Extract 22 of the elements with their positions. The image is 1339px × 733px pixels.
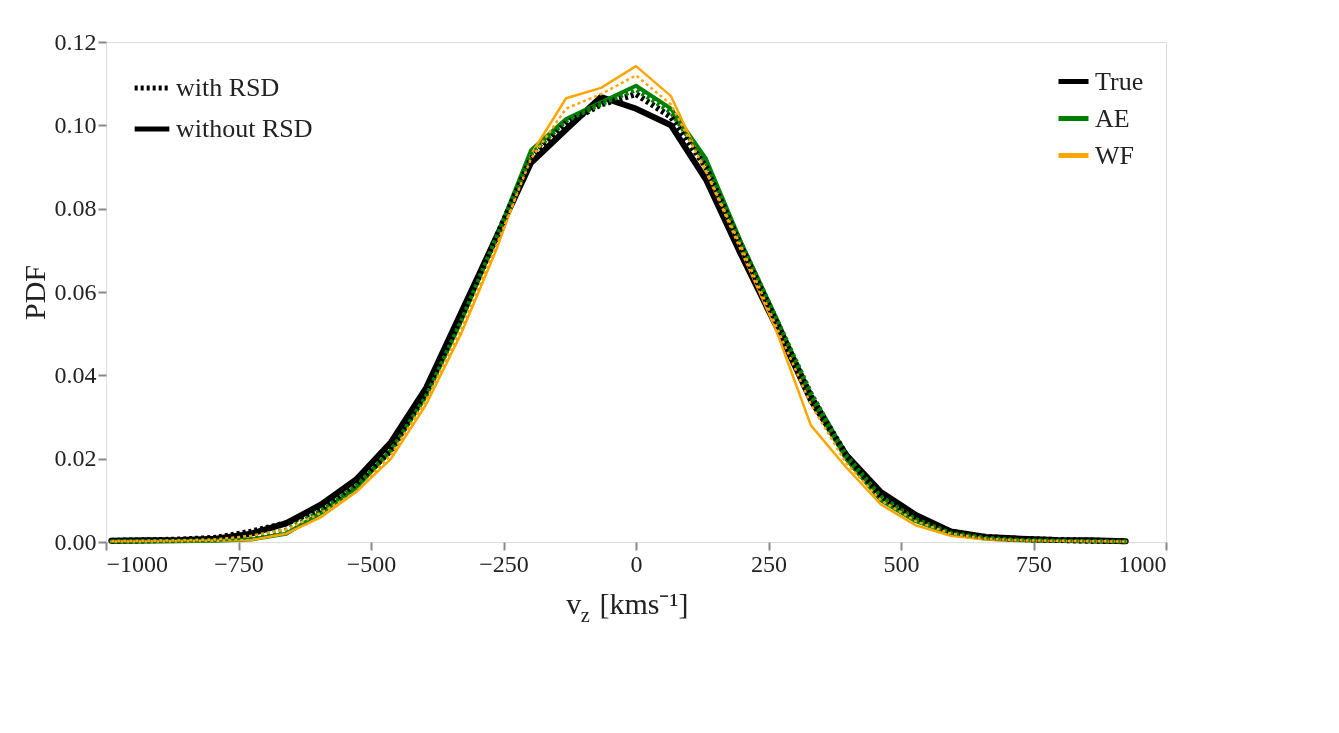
y-tick-label: 0.04 xyxy=(54,361,97,388)
y-axis-title: PDF xyxy=(17,264,51,321)
x-tick-label: 250 xyxy=(751,550,787,577)
x-tick-label: −500 xyxy=(346,550,397,577)
y-tick-label: 0.12 xyxy=(54,28,97,55)
x-tick-label: 500 xyxy=(883,550,920,577)
x-tick-label: −250 xyxy=(479,550,529,577)
legend-label: WF xyxy=(1095,140,1134,170)
x-tick-label: 1000 xyxy=(1118,550,1167,577)
y-tick-label: 0.02 xyxy=(54,445,97,472)
x-tick-label: 750 xyxy=(1016,550,1052,577)
annotation: with RSD xyxy=(176,73,280,102)
y-tick-label: 0.00 xyxy=(54,528,97,555)
y-tick-label: 0.06 xyxy=(54,278,97,305)
y-tick-label: 0.10 xyxy=(54,111,97,138)
annotation: without RSD xyxy=(176,114,313,143)
x-tick-label: 0 xyxy=(630,550,643,577)
x-tick-label: −750 xyxy=(214,550,264,577)
legend-label: True xyxy=(1095,66,1144,96)
y-tick-label: 0.08 xyxy=(54,195,97,222)
legend-label: AE xyxy=(1095,103,1130,133)
x-tick-label: −1000 xyxy=(106,550,169,577)
